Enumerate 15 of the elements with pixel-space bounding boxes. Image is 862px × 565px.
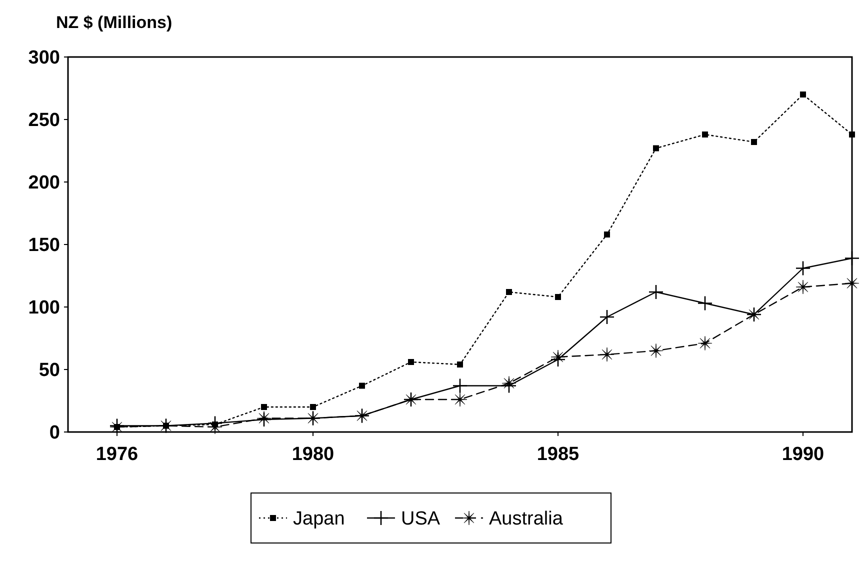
y-tick-label: 50 [38, 360, 60, 382]
y-tick-label: 0 [49, 422, 60, 444]
y-tick-label: 100 [28, 298, 60, 319]
x-tick-label: 1980 [292, 444, 334, 465]
y-axis-title: NZ $ (Millions) [56, 13, 172, 32]
y-tick-label: 200 [28, 172, 60, 194]
y-tick-label: 250 [28, 110, 60, 132]
x-tick-label: 1976 [96, 444, 138, 465]
x-tick-label: 1990 [782, 444, 824, 465]
x-tick-label: 1985 [536, 444, 580, 465]
legend-label: Japan [293, 508, 345, 530]
y-tick-label: 300 [28, 48, 60, 69]
legend-label: Australia [489, 508, 564, 530]
y-tick-label: 150 [28, 235, 60, 256]
legend-label: USA [401, 508, 440, 530]
